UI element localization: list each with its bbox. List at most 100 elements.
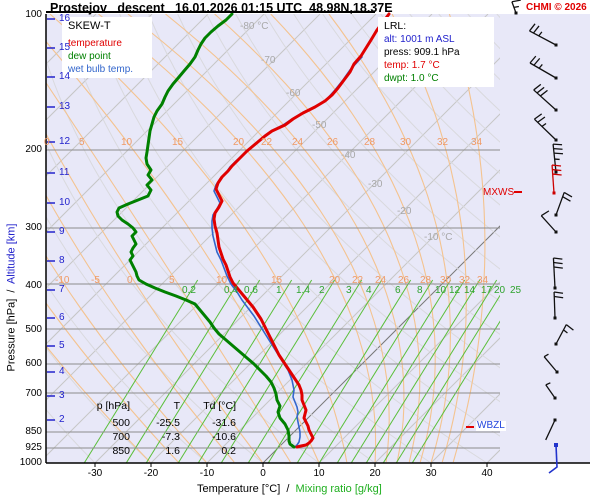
table-cell: 850 bbox=[112, 445, 130, 457]
mixing-ratio-label: 8 bbox=[417, 285, 423, 296]
isotherm-label: -20 bbox=[397, 206, 412, 217]
altitude-tick-label: 13 bbox=[59, 101, 71, 112]
legend-item: temperature bbox=[68, 38, 122, 49]
altitude-tick-label: 9 bbox=[59, 226, 65, 237]
moist-adiabat-label: 24 bbox=[375, 275, 387, 286]
wind-barb-icon bbox=[528, 23, 558, 47]
pressure-tick-label: 1000 bbox=[19, 457, 42, 468]
moist-adiabat-label: 32 bbox=[459, 275, 471, 286]
temperature-tick-label: 0 bbox=[260, 468, 266, 479]
pressure-tick-label: 925 bbox=[25, 442, 42, 453]
isotherm-label: -30 bbox=[368, 179, 383, 190]
pressure-tick-label: 600 bbox=[25, 358, 42, 369]
table-cell: -10.6 bbox=[212, 431, 236, 443]
temperature-tick-label: 30 bbox=[425, 468, 437, 479]
mixing-ratio-label: 1.4 bbox=[296, 285, 310, 296]
legend-item: dew point bbox=[68, 51, 111, 62]
temperature-tick-label: 40 bbox=[481, 468, 493, 479]
temperature-tick-label: -20 bbox=[143, 468, 159, 479]
moist-adiabat-label: 15 bbox=[172, 137, 184, 148]
table-row: 850 1.6 0.2 bbox=[72, 444, 236, 458]
wind-barb-icon bbox=[552, 143, 564, 174]
temperature-tick-label: -10 bbox=[199, 468, 215, 479]
moist-adiabat-label: 26 bbox=[398, 275, 410, 286]
mixing-ratio-label: 2 bbox=[319, 285, 325, 296]
moist-adiabat-label: 10 bbox=[121, 137, 133, 148]
max-wind-barb-icon bbox=[551, 164, 562, 195]
wind-barb-icon bbox=[545, 382, 557, 400]
mixing-ratio-label: 6 bbox=[395, 285, 401, 296]
altitude-tick-label: 15 bbox=[59, 42, 71, 53]
x-axis-title: Temperature [°C] / Mixing ratio [g/kg] bbox=[197, 484, 382, 495]
altitude-tick-label: 2 bbox=[59, 414, 65, 425]
pressure-tick-label: 100 bbox=[25, 9, 42, 20]
table-cell: -25.5 bbox=[156, 417, 180, 429]
table-cell: -31.6 bbox=[212, 417, 236, 429]
moist-adiabat-label: 20 bbox=[233, 137, 245, 148]
pressure-tick-label: 850 bbox=[25, 426, 42, 437]
lrl-info-line: temp: 1.7 °C bbox=[384, 60, 440, 71]
pressure-tick-label: 700 bbox=[25, 388, 42, 399]
moist-adiabat-label: -5 bbox=[91, 275, 100, 286]
isotherm-label: -40 bbox=[341, 150, 356, 161]
lrl-info-box: LRL: alt: 1001 m ASL press: 909.1 hPa temp… bbox=[378, 17, 494, 87]
mixing-ratio-label: 1 bbox=[276, 285, 282, 296]
altitude-tick-label: 16 bbox=[59, 13, 71, 24]
copyright-label: CHMI © 2026 bbox=[526, 2, 587, 13]
mixing-ratio-label: 25 bbox=[510, 285, 522, 296]
wet-bulb-zero-label: WBZL bbox=[476, 420, 506, 431]
isotherm-label: -50 bbox=[312, 120, 327, 131]
temperature-tick-label: 10 bbox=[313, 468, 325, 479]
wind-barb-icon bbox=[554, 191, 573, 217]
moist-adiabat-label: 30 bbox=[400, 137, 412, 148]
altitude-tick-label: 14 bbox=[59, 71, 71, 82]
table-header-row: p [hPa] T Td [°C] bbox=[72, 399, 236, 416]
mixing-ratio-label: 4 bbox=[366, 285, 372, 296]
mixing-ratio-label: 17 bbox=[481, 285, 493, 296]
wind-barb-icon bbox=[533, 83, 558, 112]
moist-adiabat-label: 22 bbox=[352, 275, 364, 286]
dew-point-curve bbox=[115, 12, 296, 449]
moist-adiabat-label: 26 bbox=[327, 137, 339, 148]
moist-adiabat-label: 24 bbox=[292, 137, 304, 148]
lrl-info-line: press: 909.1 hPa bbox=[384, 47, 460, 58]
isotherm-label: -70 bbox=[261, 55, 276, 66]
isotherm-label: -60 bbox=[286, 88, 301, 99]
table-cell: 1.6 bbox=[165, 445, 180, 457]
table-row: 500 -25.5 -31.6 bbox=[72, 416, 236, 430]
mixing-ratio-label: 14 bbox=[464, 285, 476, 296]
wind-barb-icon bbox=[533, 113, 558, 142]
moist-adiabat-label: 0 bbox=[44, 137, 50, 148]
table-header-cell: p [hPa] bbox=[96, 400, 130, 412]
wind-barb-icon bbox=[552, 257, 563, 290]
altitude-tick-label: 6 bbox=[59, 312, 65, 323]
moist-adiabat-label: 32 bbox=[437, 137, 449, 148]
mixing-ratio-label: 10 bbox=[435, 285, 447, 296]
surface-wind-barb-icon bbox=[548, 444, 558, 474]
wind-barb-column bbox=[511, 0, 574, 474]
altitude-tick-label: 12 bbox=[59, 136, 71, 147]
x-axis-title-mixing-ratio: Mixing ratio [g/kg] bbox=[295, 483, 382, 495]
lrl-info-line: dwpt: 1.0 °C bbox=[384, 73, 439, 84]
altitude-tick-label: 3 bbox=[59, 390, 65, 401]
mixing-ratio-label: 20 bbox=[494, 285, 506, 296]
pressure-tick-label: 200 bbox=[25, 144, 42, 155]
legend-heading: SKEW-T bbox=[68, 20, 111, 32]
moist-adiabat-label: 15 bbox=[271, 275, 283, 286]
temperature-curve bbox=[212, 12, 391, 449]
moist-adiabat-label: 30 bbox=[440, 275, 452, 286]
lrl-info-line: alt: 1001 m ASL bbox=[384, 34, 455, 45]
table-cell: 700 bbox=[112, 431, 130, 443]
altitude-tick-label: 11 bbox=[59, 167, 70, 178]
wind-barb-icon bbox=[543, 353, 559, 374]
mixing-ratio-label: 0.4 bbox=[224, 285, 238, 296]
moist-adiabat-label: -10 bbox=[55, 275, 70, 286]
moist-adiabat-label: 20 bbox=[329, 275, 341, 286]
pressure-tick-label: 400 bbox=[25, 280, 42, 291]
mixing-ratio-label: 0.6 bbox=[244, 285, 258, 296]
moist-adiabat-label: 34 bbox=[471, 137, 483, 148]
table-header-cell: Td [°C] bbox=[203, 400, 236, 412]
moist-adiabat-label: 0 bbox=[127, 275, 133, 286]
